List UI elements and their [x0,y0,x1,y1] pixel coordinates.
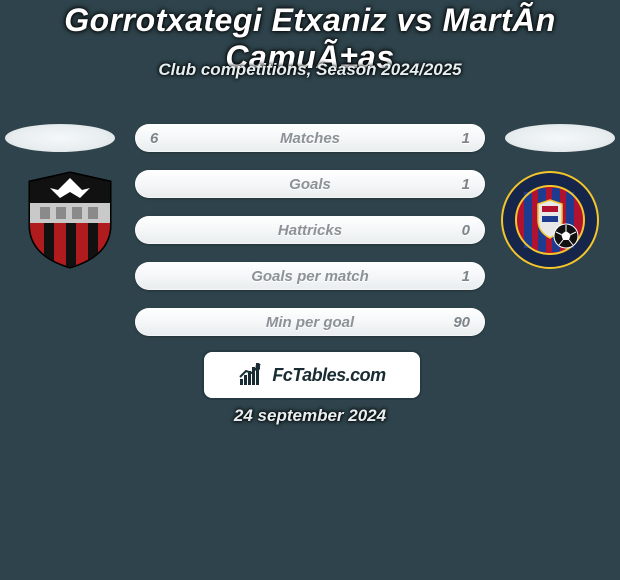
brand-text: FcTables.com [272,365,385,386]
stat-value-right: 90 [453,308,470,336]
stat-row: Goals per match1 [135,262,485,290]
date-text: 24 september 2024 [0,406,620,426]
stat-label: Goals per match [135,262,485,290]
stat-rows: 6Matches1Goals1Hattricks0Goals per match… [135,124,485,354]
team-crest-left [20,170,120,270]
stat-row: 6Matches1 [135,124,485,152]
brand-chart-icon [238,361,266,389]
stat-row: Hattricks0 [135,216,485,244]
pedestal-ellipse-right [505,124,615,152]
stat-value-right: 0 [462,216,470,244]
stat-label: Matches [135,124,485,152]
stat-label: Goals [135,170,485,198]
stat-row: Goals1 [135,170,485,198]
stat-value-right: 1 [462,170,470,198]
brand-card: FcTables.com [202,350,422,400]
stat-value-right: 1 [462,124,470,152]
team-crest-right [500,170,600,270]
stat-row: Min per goal90 [135,308,485,336]
stat-label: Hattricks [135,216,485,244]
stat-value-right: 1 [462,262,470,290]
stat-label: Min per goal [135,308,485,336]
pedestal-ellipse-left [5,124,115,152]
page-subtitle: Club competitions, Season 2024/2025 [0,60,620,80]
